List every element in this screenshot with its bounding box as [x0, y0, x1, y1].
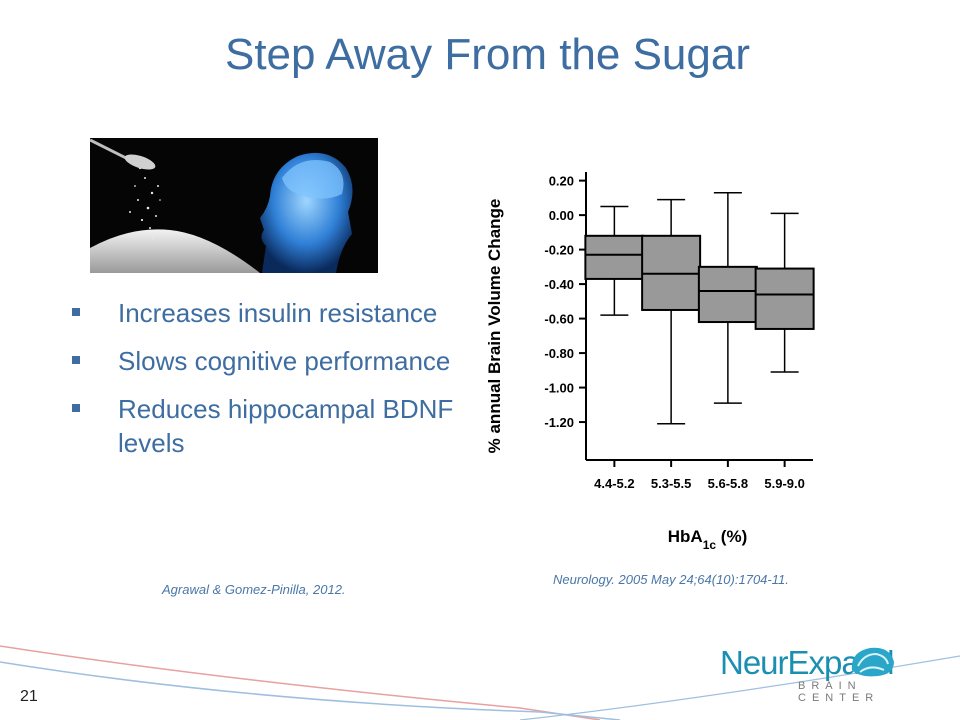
y-tick-label: 0.00: [549, 208, 574, 223]
bullet-item: Reduces hippocampal BDNF levels: [66, 392, 466, 460]
bullet-text: Reduces hippocampal BDNF levels: [118, 394, 454, 458]
square-bullet-icon: [72, 404, 80, 412]
brain-volume-boxplot: 0.20 0.00 -0.20 -0.40 -0.60 -0.80 -1.00 -1.20 4.…: [485, 172, 815, 550]
brain-logo-icon: [851, 647, 894, 677]
bullet-text: Increases insulin resistance: [118, 298, 438, 328]
y-tick-label: 0.20: [549, 174, 574, 189]
y-tick-label: -0.60: [544, 312, 574, 327]
box: [584, 234, 645, 280]
x-tick-label: 5.9-9.0: [764, 476, 804, 491]
y-tick-label: -0.80: [544, 346, 574, 361]
x-tick-label: 5.6-5.8: [708, 476, 748, 491]
slide-number: 21: [20, 688, 38, 705]
slide-title: Step Away From the Sugar: [224, 30, 750, 79]
y-tick-label: -1.00: [544, 381, 574, 396]
square-bullet-icon: [72, 356, 80, 364]
y-tick-label: -0.40: [544, 277, 574, 292]
y-tick-label: -0.20: [544, 243, 574, 258]
bullet-list: Increases insulin resistance Slows cogni…: [66, 296, 466, 474]
citation-right: Neurology. 2005 May 24;64(10):1704-11.: [553, 572, 789, 587]
bullet-item: Increases insulin resistance: [66, 296, 466, 330]
square-bullet-icon: [72, 308, 80, 316]
box: [697, 265, 758, 324]
citation-left: Agrawal & Gomez-Pinilla, 2012.: [162, 582, 346, 597]
sugar-brain-photo: [90, 138, 378, 273]
y-tick-label: -1.20: [544, 415, 574, 430]
bullet-item: Slows cognitive performance: [66, 344, 466, 378]
box: [754, 267, 815, 330]
x-axis-label: HbA1c (%): [668, 527, 747, 550]
logo-tagline: BRAIN CENTER: [798, 680, 880, 704]
y-axis-label: % annual Brain Volume Change: [485, 199, 504, 454]
x-tick-label: 5.3-5.5: [651, 476, 691, 491]
x-tick-label: 4.4-5.2: [594, 476, 634, 491]
neurexpand-logo: NeurExpand BRAIN CENTER: [720, 642, 920, 704]
bullet-text: Slows cognitive performance: [118, 346, 451, 376]
